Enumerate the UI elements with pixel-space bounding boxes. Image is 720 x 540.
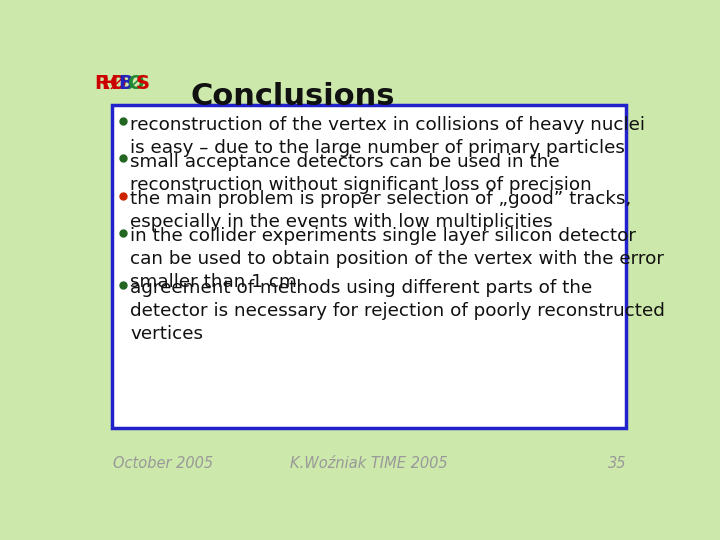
Text: agreement of methods using different parts of the
detector is necessary for reje: agreement of methods using different par… xyxy=(130,279,665,343)
Text: in the collider experiments single layer silicon detector
can be used to obtain : in the collider experiments single layer… xyxy=(130,227,665,291)
Text: the main problem is proper selection of „good” tracks,
especially in the events : the main problem is proper selection of … xyxy=(130,190,631,231)
Text: reconstruction of the vertex in collisions of heavy nuclei
is easy – due to the : reconstruction of the vertex in collisio… xyxy=(130,116,645,157)
Text: small acceptance detectors can be used in the
reconstruction without significant: small acceptance detectors can be used i… xyxy=(130,153,592,194)
Text: Ø: Ø xyxy=(109,74,126,93)
Text: R: R xyxy=(94,74,109,93)
Text: K.Woźniak TIME 2005: K.Woźniak TIME 2005 xyxy=(290,456,448,471)
Text: 35: 35 xyxy=(608,456,626,471)
Text: October 2005: October 2005 xyxy=(113,456,213,471)
Text: S: S xyxy=(136,74,150,93)
Text: B: B xyxy=(119,74,133,93)
Text: H: H xyxy=(102,74,118,93)
FancyBboxPatch shape xyxy=(112,105,626,428)
Text: Conclusions: Conclusions xyxy=(191,82,395,111)
Text: Ø: Ø xyxy=(127,74,144,93)
